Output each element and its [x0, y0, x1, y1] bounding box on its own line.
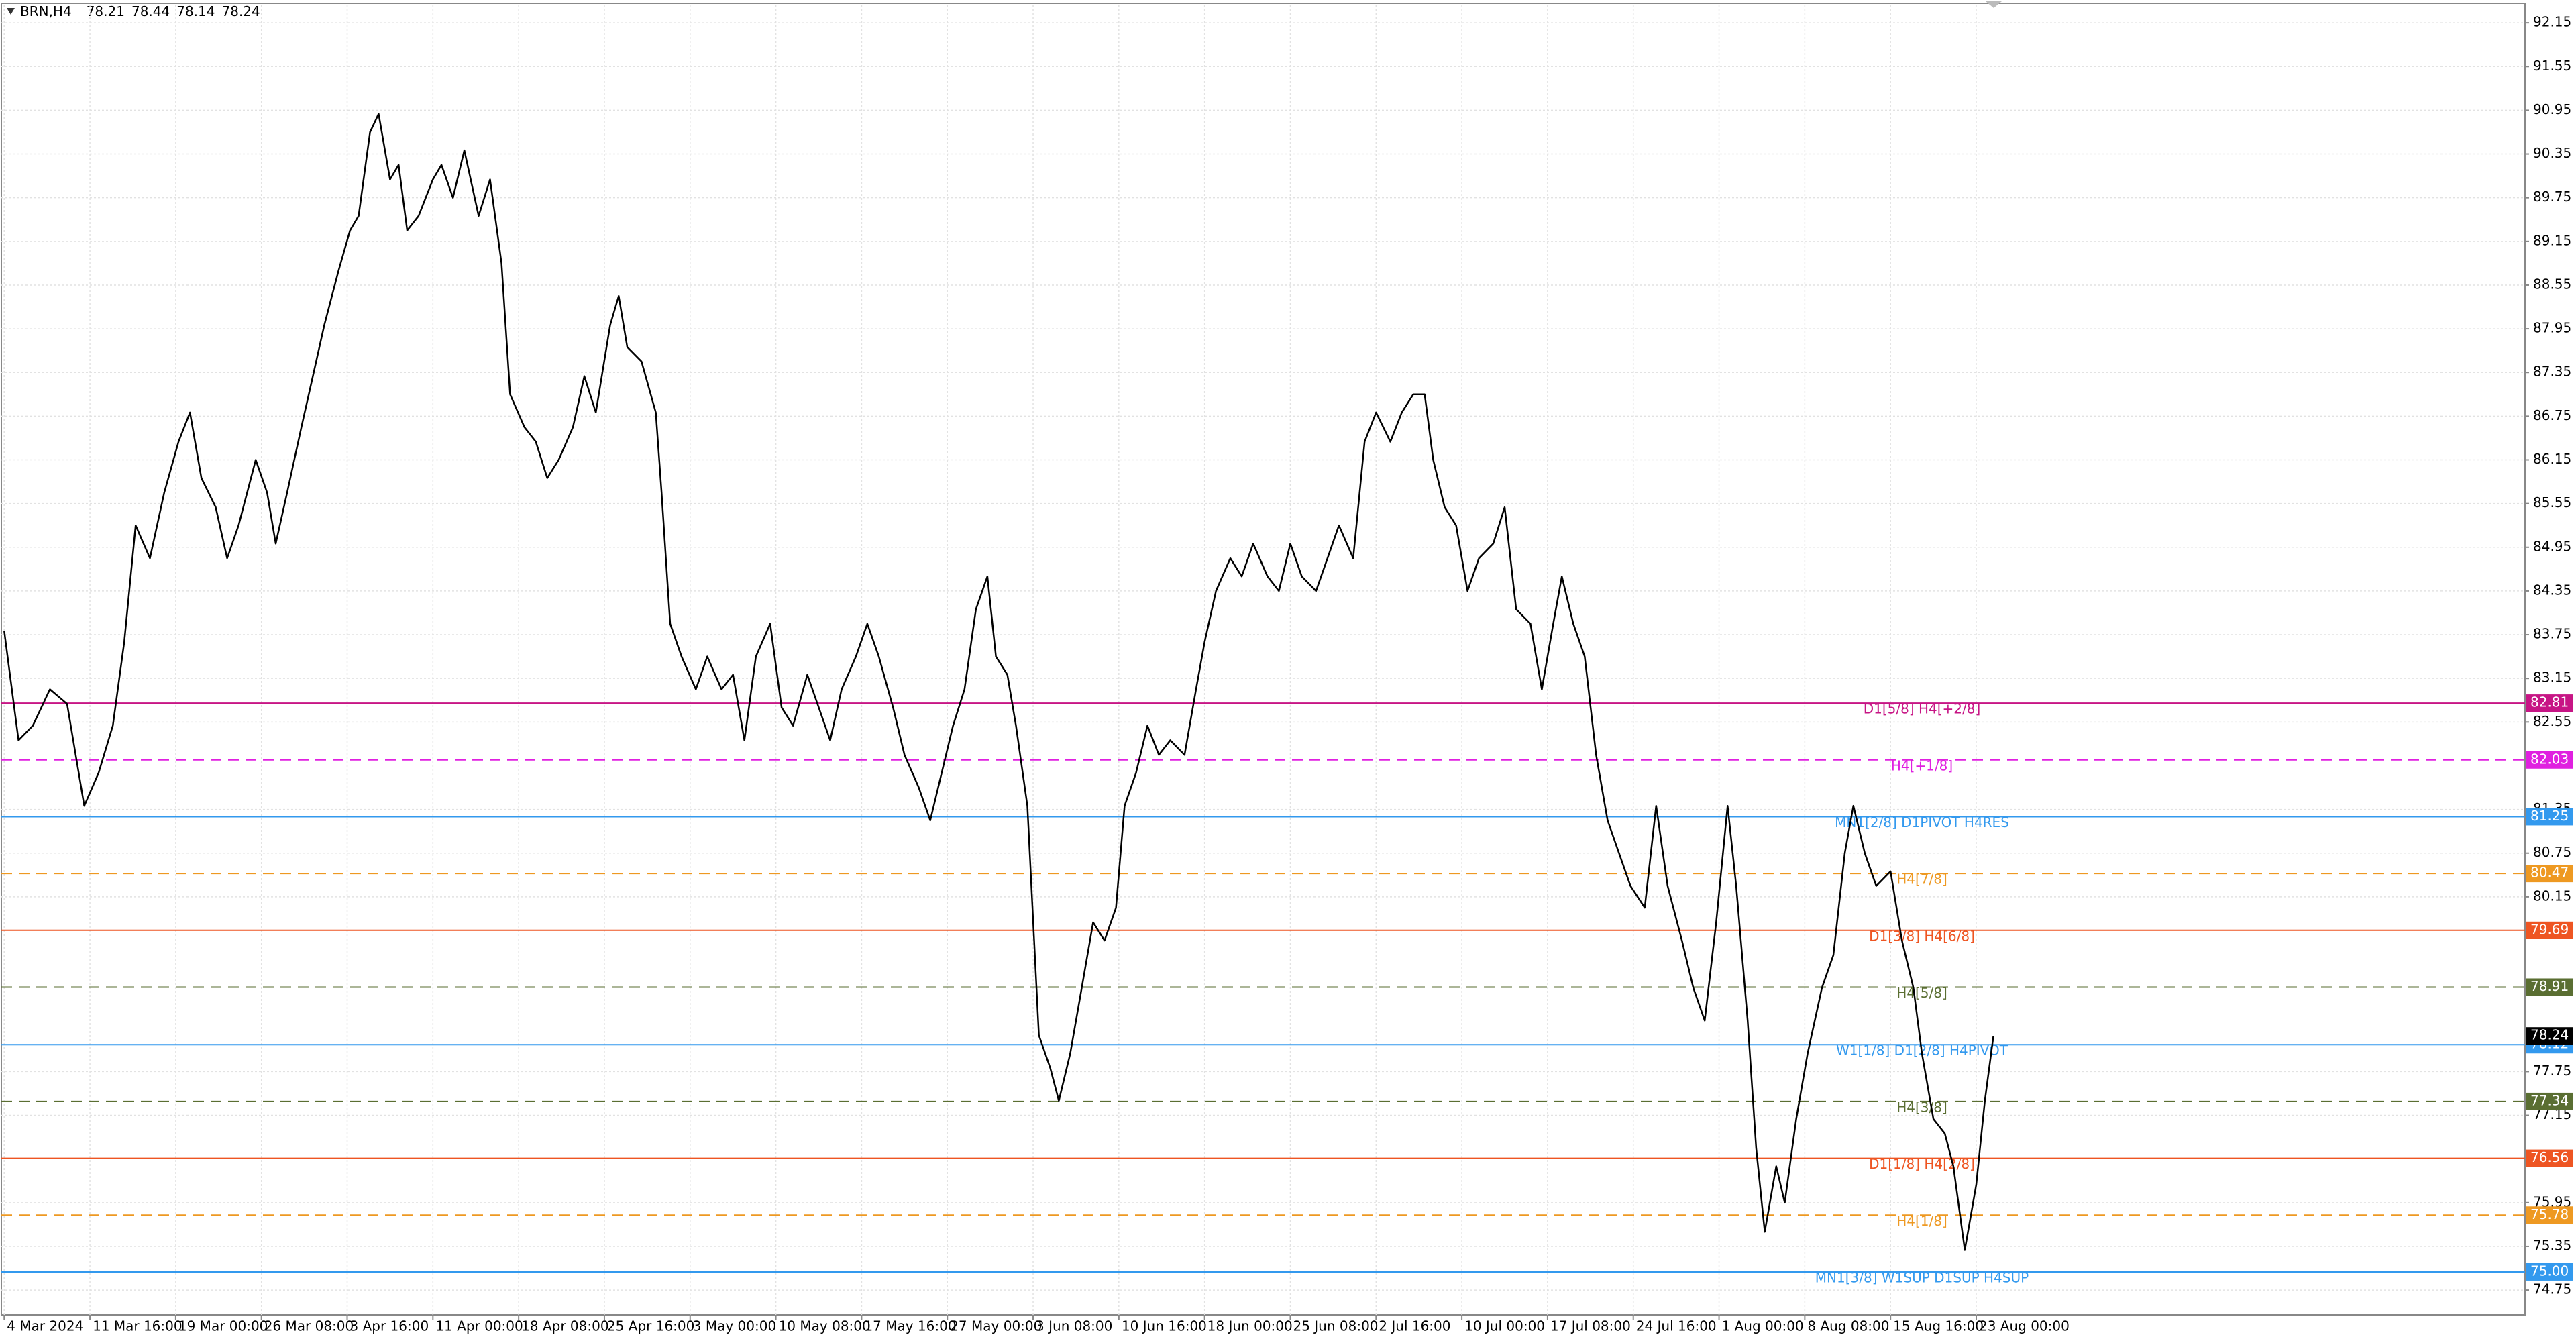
price-tag-label: 82.81 [2530, 694, 2569, 710]
x-tick-label: 4 Mar 2024 [7, 1318, 83, 1334]
x-tick-label: 8 Aug 08:00 [1807, 1318, 1889, 1334]
y-tick-label: 89.75 [2533, 189, 2571, 205]
x-tick-label: 10 May 08:00 [779, 1318, 871, 1334]
y-tick-label: 92.15 [2533, 14, 2571, 30]
price-tag-label: 78.91 [2530, 978, 2569, 994]
level-label: H4[3/8] [1896, 1099, 1947, 1115]
x-tick-label: 25 Apr 16:00 [607, 1318, 694, 1334]
x-tick-label: 27 May 00:00 [950, 1318, 1042, 1334]
y-tick-label: 86.75 [2533, 407, 2571, 423]
y-tick-label: 89.15 [2533, 232, 2571, 248]
price-tag-label: 76.56 [2530, 1149, 2569, 1165]
x-tick-label: 10 Jul 00:00 [1464, 1318, 1545, 1334]
y-tick-label: 74.75 [2533, 1281, 2571, 1297]
x-tick-label: 3 Jun 08:00 [1036, 1318, 1112, 1334]
chart-header: BRN,H4 78.21 78.44 78.14 78.24 [20, 3, 260, 19]
y-tick-label: 86.15 [2533, 451, 2571, 467]
x-tick-label: 10 Jun 16:00 [1122, 1318, 1207, 1334]
price-tag [2526, 1092, 2573, 1110]
price-tag [2526, 694, 2573, 712]
price-tag [2526, 1263, 2573, 1281]
y-tick-label: 87.35 [2533, 364, 2571, 380]
x-tick-label: 26 Mar 08:00 [264, 1318, 354, 1334]
level-label: MN1[2/8] D1PIVOT H4RES [1835, 814, 2009, 831]
price-tag-label: 80.47 [2530, 865, 2569, 881]
y-tick-label: 85.55 [2533, 494, 2571, 511]
y-tick-label: 83.15 [2533, 670, 2571, 686]
x-tick-label: 18 Jun 00:00 [1208, 1318, 1293, 1334]
y-tick-label: 83.75 [2533, 626, 2571, 642]
level-label: MN1[3/8] W1SUP D1SUP H4SUP [1815, 1269, 2029, 1285]
price-tag [2526, 1206, 2573, 1224]
symbol: BRN,H4 [20, 3, 72, 19]
price-tag-label: 77.34 [2530, 1092, 2569, 1108]
price-tag-label: 82.03 [2530, 751, 2569, 767]
ohlc-value: 78.44 [131, 3, 170, 19]
price-tag [2526, 808, 2573, 826]
x-tick-label: 23 Aug 00:00 [1979, 1318, 2070, 1334]
x-tick-label: 17 Jul 08:00 [1550, 1318, 1631, 1334]
level-label: H4[1/8] [1896, 1213, 1947, 1229]
y-tick-label: 75.35 [2533, 1237, 2571, 1253]
y-tick-label: 87.95 [2533, 320, 2571, 336]
x-tick-label: 2 Jul 16:00 [1379, 1318, 1450, 1334]
price-tag [2526, 1149, 2573, 1167]
level-label: H4[5/8] [1896, 985, 1947, 1001]
x-tick-label: 3 May 00:00 [693, 1318, 776, 1334]
level-label: D1[3/8] H4[6/8] [1869, 928, 1975, 944]
y-tick-label: 91.55 [2533, 58, 2571, 74]
x-tick-label: 11 Apr 00:00 [435, 1318, 523, 1334]
current-price-label: 78.24 [2530, 1027, 2569, 1043]
x-tick-label: 19 Mar 00:00 [178, 1318, 268, 1334]
y-tick-label: 80.15 [2533, 888, 2571, 904]
x-tick-label: 24 Jul 16:00 [1636, 1318, 1717, 1334]
shift-marker [1986, 1, 2002, 8]
current-price-tag [2526, 1027, 2573, 1045]
y-tick-label: 77.75 [2533, 1063, 2571, 1079]
level-label: D1[1/8] H4[2/8] [1869, 1156, 1975, 1172]
x-tick-label: 18 Apr 08:00 [521, 1318, 608, 1334]
plot-frame [1, 3, 2526, 1316]
y-tick-label: 90.35 [2533, 145, 2571, 161]
level-label: D1[5/8] H4[+2/8] [1864, 701, 1981, 717]
price-tag-label: 81.25 [2530, 808, 2569, 824]
y-tick-label: 84.95 [2533, 538, 2571, 554]
x-tick-label: 1 Aug 00:00 [1722, 1318, 1804, 1334]
price-tag [2526, 921, 2573, 939]
y-tick-label: 88.55 [2533, 276, 2571, 292]
price-tag-label: 75.00 [2530, 1263, 2569, 1279]
price-line [3, 113, 1994, 1251]
price-tag [2526, 865, 2573, 883]
x-tick-label: 25 Jun 08:00 [1293, 1318, 1378, 1334]
level-label: H4[7/8] [1896, 871, 1947, 888]
x-tick-label: 17 May 16:00 [864, 1318, 956, 1334]
y-tick-label: 90.95 [2533, 101, 2571, 117]
ohlc-value: 78.24 [222, 3, 260, 19]
x-tick-label: 15 Aug 16:00 [1893, 1318, 1984, 1334]
ohlc-value: 78.14 [176, 3, 215, 19]
price-tag-label: 75.78 [2530, 1206, 2569, 1222]
price-tag [2526, 751, 2573, 769]
level-label: H4[+1/8] [1891, 757, 1953, 773]
menu-arrow[interactable] [7, 8, 15, 15]
x-tick-label: 11 Mar 16:00 [93, 1318, 182, 1334]
x-tick-label: 3 Apr 16:00 [350, 1318, 429, 1334]
price-tag [2526, 978, 2573, 996]
y-tick-label: 80.75 [2533, 844, 2571, 860]
y-tick-label: 82.55 [2533, 713, 2571, 729]
ohlc-value: 78.21 [87, 3, 125, 19]
price-tag-label: 79.69 [2530, 921, 2569, 937]
y-tick-label: 84.35 [2533, 582, 2571, 598]
